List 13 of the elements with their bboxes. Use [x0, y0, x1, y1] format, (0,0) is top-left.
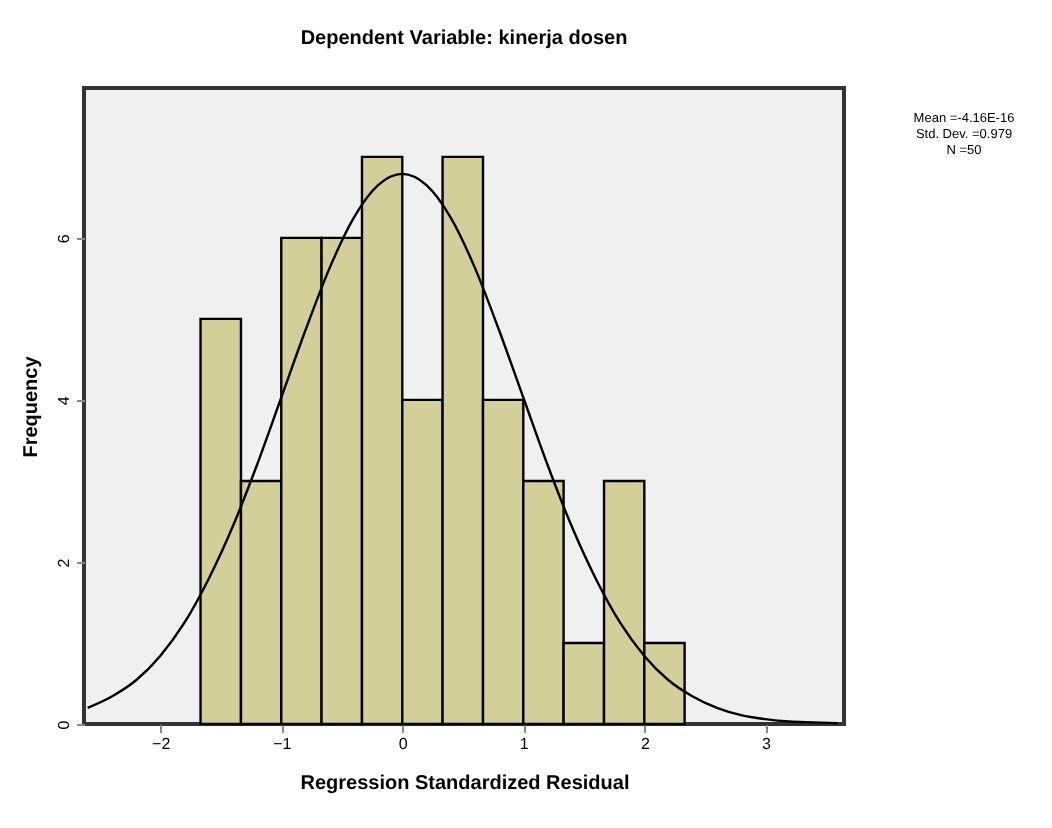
x-tick-label: −2	[152, 735, 172, 753]
x-tick-label: 0	[398, 735, 409, 753]
x-tick-label: −1	[273, 735, 293, 753]
x-tick-label: 1	[519, 735, 530, 753]
y-tick-label: 0	[55, 719, 73, 730]
y-axis-title: Frequency	[21, 355, 43, 458]
x-tick-label: 2	[640, 735, 651, 753]
y-tick-label: 4	[55, 395, 73, 406]
x-axis-title: Regression Standardized Residual	[300, 773, 630, 795]
y-tick-label: 6	[55, 233, 73, 244]
y-tick-label: 2	[55, 557, 73, 568]
chart-title: Dependent Variable: kinerja dosen	[300, 28, 628, 50]
x-tick-label: 3	[761, 735, 772, 753]
